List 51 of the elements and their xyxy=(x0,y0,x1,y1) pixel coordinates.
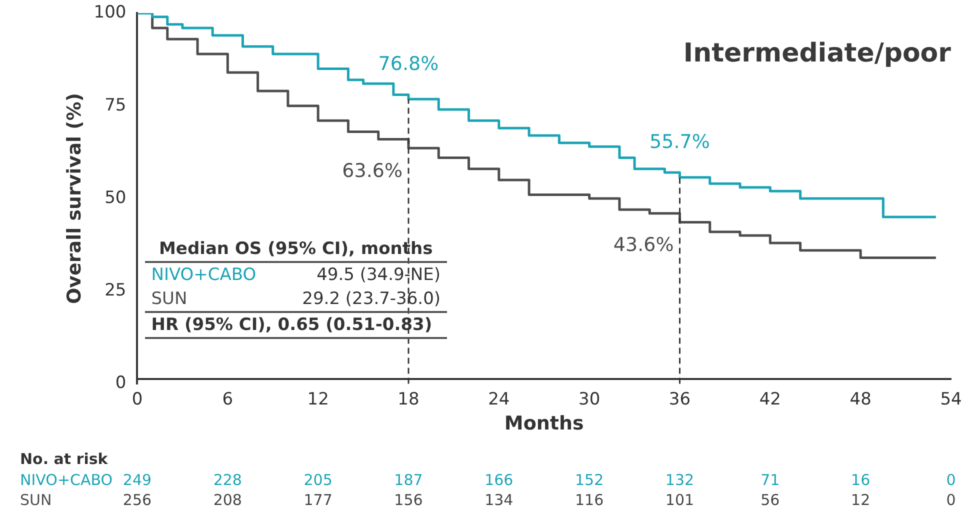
x-tick-label: 24 xyxy=(488,390,510,410)
text: 152 xyxy=(575,471,604,489)
text: 134 xyxy=(484,491,514,509)
x-tick-label: 6 xyxy=(222,390,234,410)
text: 187 xyxy=(394,471,423,489)
data-label: 43.6% xyxy=(613,234,674,256)
text: 132 xyxy=(665,471,694,489)
text: 71 xyxy=(760,471,780,489)
text: 56 xyxy=(760,491,780,509)
y-tick-label: 75 xyxy=(104,95,126,116)
y-tick-label: 50 xyxy=(104,188,126,208)
data-label: 63.6% xyxy=(342,160,402,182)
text: 249 xyxy=(122,471,152,489)
annotation: 29.2 (23.7-36.0) xyxy=(262,286,447,312)
text: Intermediate/poor xyxy=(683,38,952,69)
text: 12 xyxy=(851,491,870,509)
y-tick-label: 0 xyxy=(115,373,126,394)
x-tick-label: 30 xyxy=(578,390,600,410)
data-label: 76.8% xyxy=(378,53,439,76)
text: 101 xyxy=(665,491,694,509)
text: No. at risk xyxy=(20,450,108,468)
annotation: 49.5 (34.9-NE) xyxy=(316,264,442,286)
x-axis-title: Months xyxy=(504,412,584,435)
data-label: 55.7% xyxy=(650,131,710,154)
text: 256 xyxy=(122,491,152,509)
text: SUN xyxy=(145,286,262,312)
y-tick-label: 25 xyxy=(104,280,126,301)
annotation: HR (95% CI), 0.65 (0.51-0.83) xyxy=(145,312,447,338)
text: NIVO+CABO xyxy=(150,264,258,286)
text: 228 xyxy=(213,471,242,489)
x-tick-label: 42 xyxy=(759,390,781,410)
text: 205 xyxy=(304,471,332,489)
text: NIVO+CABO xyxy=(20,471,113,489)
x-tick-label: 0 xyxy=(132,390,143,410)
annotation: Median OS (95% CI), months xyxy=(145,236,447,262)
x-tick-label: 12 xyxy=(307,390,329,410)
text: 166 xyxy=(484,471,514,489)
x-tick-label: 48 xyxy=(850,390,872,410)
text: 16 xyxy=(851,471,870,489)
y-axis-title: Overall survival (%) xyxy=(63,92,86,304)
text: 208 xyxy=(213,491,242,509)
text: SUN xyxy=(20,491,52,509)
x-tick-label: 54 xyxy=(940,390,962,410)
y-tick-label: 100 xyxy=(94,2,126,23)
text: 177 xyxy=(304,491,332,509)
x-tick-label: 18 xyxy=(398,390,420,410)
text: 156 xyxy=(394,491,423,509)
x-tick-label: 36 xyxy=(668,390,691,410)
text: 116 xyxy=(575,491,604,509)
text: 0 xyxy=(946,471,956,489)
text: 0 xyxy=(946,491,956,509)
